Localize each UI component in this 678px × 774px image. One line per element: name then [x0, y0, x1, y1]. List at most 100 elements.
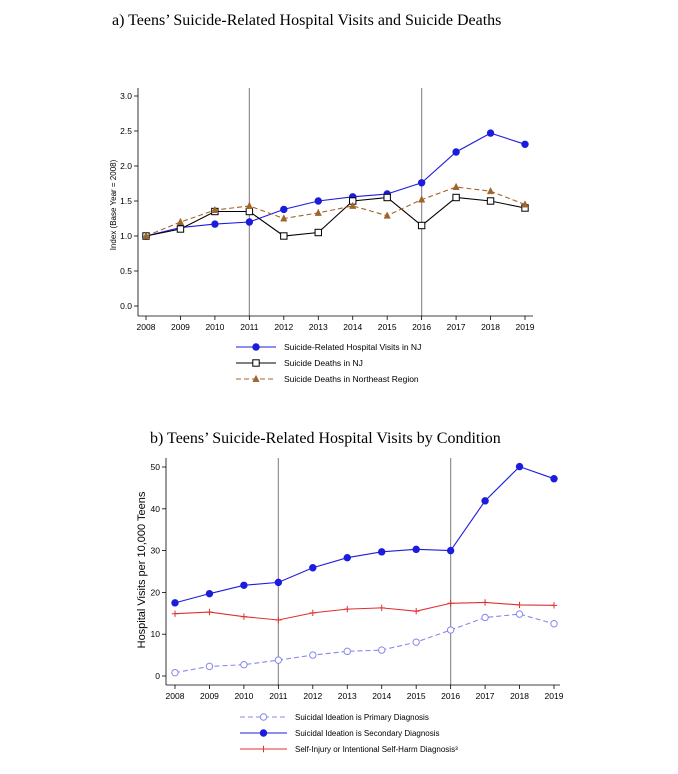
panel-b-vertical-lines: [277, 458, 452, 685]
panel-a-series-3-point-2016: [418, 195, 426, 203]
panel-a-series-2-point-2013: [314, 228, 322, 237]
panel-b-series-3-point-2019: [550, 602, 558, 609]
panel-b-y-tick-label: 30: [151, 546, 161, 556]
panel-a-series-2: [142, 193, 529, 240]
panel-a-series-2-line: [145, 196, 526, 237]
panel-a-x-tick-label: 2011: [240, 322, 259, 332]
panel-b-series-1-point-2008: [171, 668, 179, 677]
panel-b-series-1-point-2013: [343, 647, 351, 656]
panel-b-x-tick-label: 2016: [441, 691, 460, 701]
panel-a-series-1-point-2010: [211, 220, 219, 228]
panel-b-series-1-point-2018: [515, 610, 524, 618]
panel-b-x-tick-label: 2019: [545, 691, 564, 701]
panel-a-legend: Suicide-Related Hospital Visits in NJ Sui…: [236, 342, 421, 384]
panel-b-series-1-point-2010: [240, 661, 248, 669]
panel-b-series-1-point-2015: [412, 638, 420, 646]
panel-b-axes: 0 10 20 30 40 50 2008 2009 2010 2011 2012 2013 2014 2…: [151, 458, 564, 701]
panel-a-series: [142, 129, 529, 240]
panel-b-x-tick-label: 2011: [269, 691, 288, 701]
panel-b-x-tick-label: 2010: [234, 691, 253, 701]
panel-b-series-2-point-2012: [309, 564, 317, 572]
panel-b-series-1-point-2016: [446, 626, 455, 634]
panel-a-series-1-point-2018: [486, 129, 495, 137]
panel-b-series-2-point-2016: [446, 546, 455, 555]
panel-a-series-1-point-2011: [245, 218, 254, 226]
panel-b-series-2-line: [174, 465, 555, 604]
panel-b-legend-label: Suicidal Ideation is Secondary Diagnosis: [295, 729, 440, 738]
panel-b-series-2-point-2011: [274, 578, 283, 587]
panel-b-series-1-point-2017: [481, 613, 489, 622]
panel-a-series-2-point-2018: [486, 197, 495, 205]
panel-b: b) Teens’ Suicide-Related Hospital Visit…: [136, 430, 564, 754]
panel-a-y-tick-label: 0.5: [120, 266, 132, 276]
panel-a-series-3-point-2015: [383, 211, 391, 219]
panel-b-x-tick-label: 2013: [338, 691, 357, 701]
panel-a-series-3-point-2009: [176, 217, 185, 225]
panel-a-x-tick-label: 2008: [137, 322, 156, 332]
panel-a-series-2-point-2009: [176, 225, 185, 233]
panel-b-y-tick-label: 40: [151, 504, 161, 514]
panel-a-legend-swatch-marker: [252, 374, 260, 382]
panel-a-series-3-point-2010: [211, 205, 219, 214]
panel-b-series-3-point-2010: [240, 613, 248, 620]
panel-b-legend-item-3: Self-Injury or Intentional Self-Harm Dia…: [240, 745, 458, 754]
panel-a: a) Teens’ Suicide-Related Hospital Visit…: [109, 12, 535, 384]
panel-b-series-2-point-2013: [343, 554, 351, 562]
panel-b-series: [171, 462, 558, 677]
panel-a-x-tick-label: 2018: [481, 322, 500, 332]
panel-a-series-2-point-2011: [245, 207, 254, 216]
panel-a-x-tick-label: 2019: [516, 322, 535, 332]
panel-a-series-2-point-2012: [280, 232, 288, 240]
panel-b-series-3-point-2017: [481, 599, 489, 606]
panel-a-series-3-line: [145, 186, 526, 237]
panel-b-x-tick-label: 2008: [166, 691, 185, 701]
panel-a-series-3-point-2012: [280, 214, 288, 222]
panel-b-x-tick-label: 2015: [407, 691, 426, 701]
panel-a-legend-label: Suicide-Related Hospital Visits in NJ: [284, 342, 421, 352]
panel-a-series-1-point-2013: [314, 197, 322, 205]
panel-b-series-2-point-2014: [378, 548, 386, 556]
panel-a-axes: 0.0 0.5 1.0 1.5 2.0 2.5 3.0 2008 2009 2010 2011 201…: [120, 88, 535, 332]
panel-a-legend-swatch-marker: [252, 359, 260, 367]
panel-b-y-tick-label: 10: [151, 629, 161, 639]
panel-b-legend-label: Suicidal Ideation is Primary Diagnosis: [295, 713, 429, 722]
panel-b-series-3-point-2012: [309, 609, 317, 617]
panel-b-y-tick-label: 20: [151, 587, 161, 597]
panel-b-series-1: [171, 610, 558, 677]
panel-b-y-tick-label: 50: [151, 462, 161, 472]
panel-b-legend-swatch-marker: [259, 713, 268, 721]
panel-b-series-2-point-2015: [412, 545, 420, 554]
panel-a-x-tick-label: 2014: [343, 322, 362, 332]
panel-b-legend-label: Self-Injury or Intentional Self-Harm Dia…: [295, 745, 458, 754]
panel-a-vertical-lines: [248, 88, 423, 316]
panel-b-series-3-point-2008: [171, 610, 179, 617]
panel-b-series-2-point-2008: [171, 599, 179, 607]
panel-b-series-1-point-2019: [550, 620, 558, 628]
panel-b-series-3-point-2015: [412, 608, 420, 615]
panel-b-x-tick-label: 2009: [200, 691, 219, 701]
panel-a-series-1-point-2017: [452, 148, 460, 156]
panel-b-x-tick-label: 2017: [476, 691, 495, 701]
panel-a-title: a) Teens’ Suicide-Related Hospital Visit…: [112, 12, 501, 29]
panel-a-legend-swatch-marker: [252, 343, 260, 351]
panel-a-series-3-point-2011: [245, 201, 253, 209]
panel-b-series-2-point-2010: [240, 581, 248, 589]
panel-a-series-3-point-2014: [349, 201, 357, 209]
panel-b-title: b) Teens’ Suicide-Related Hospital Visit…: [150, 430, 501, 447]
panel-a-legend-item-3: Suicide Deaths in Northeast Region: [236, 374, 419, 384]
panel-a-series-3-point-2017: [452, 182, 460, 190]
panel-a-series-3-point-2018: [486, 186, 495, 195]
panel-b-series-2: [171, 462, 558, 607]
panel-a-legend-label: Suicide Deaths in Northeast Region: [284, 374, 419, 384]
panel-a-y-tick-label: 2.5: [120, 126, 132, 136]
panel-b-series-3-point-2016: [447, 600, 454, 607]
panel-a-series-2-point-2017: [452, 193, 460, 202]
panel-a-y-axis-label: Index (Base Year = 2008): [109, 159, 118, 250]
panel-a-x-tick-label: 2010: [205, 322, 224, 332]
panel-a-x-tick-label: 2016: [412, 322, 431, 332]
panel-a-series-1-line: [145, 132, 526, 237]
panel-b-x-tick-label: 2012: [303, 691, 322, 701]
panel-b-series-2-point-2017: [481, 497, 489, 505]
panel-b-series-3-point-2011: [275, 616, 282, 624]
